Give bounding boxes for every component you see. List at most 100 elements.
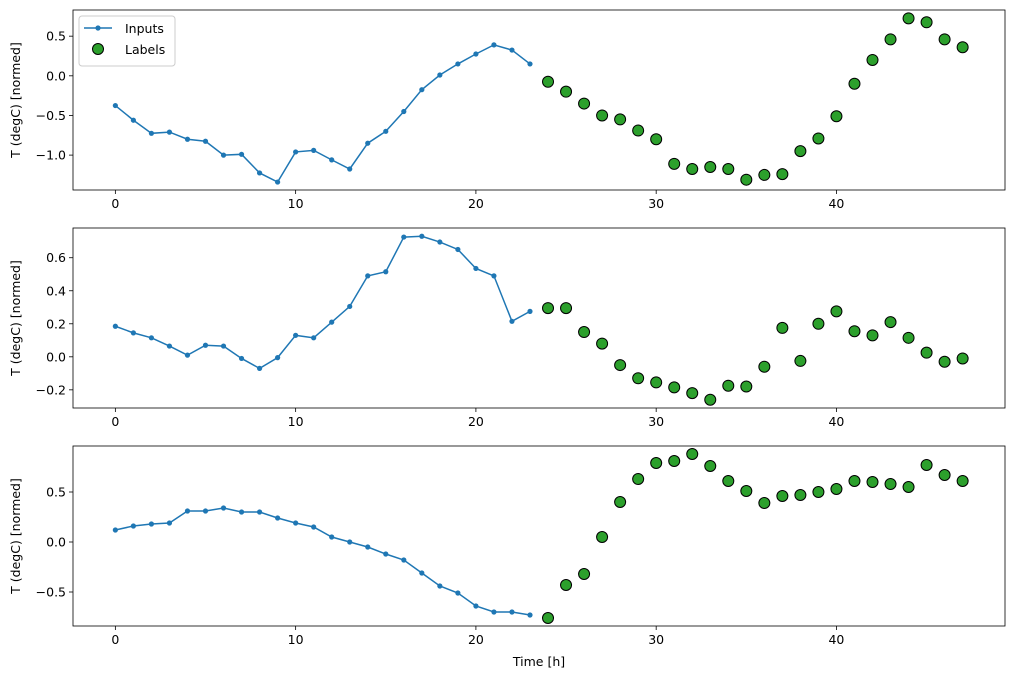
inputs-point [202,342,209,348]
x-tick-label: 0 [111,414,119,429]
x-tick-label: 40 [828,632,844,647]
labels-point [614,113,627,126]
y-tick-label: 0.0 [46,68,66,83]
inputs-point [527,308,533,314]
y-axis-label: T (degC) [normed] [8,42,23,159]
inputs-point [275,179,281,185]
labels-point [794,145,807,158]
labels-point [560,302,573,315]
inputs-point [148,521,155,527]
y-tick-label: 0.5 [46,29,66,44]
x-tick-label: 10 [288,196,304,211]
labels-point [794,489,807,501]
labels-point [920,459,933,471]
inputs-point [112,323,118,329]
inputs-point [184,508,191,514]
labels-point [866,329,879,342]
inputs-point [148,130,155,136]
inputs-point [437,239,443,245]
inputs-point [383,551,389,557]
labels-point [884,316,897,329]
inputs-point [419,233,425,239]
inputs-point [491,273,497,279]
labels-point [650,133,663,146]
labels-point [812,132,825,145]
labels-point [668,157,681,170]
inputs-point [293,520,299,526]
inputs-point [220,152,227,158]
inputs-point [419,87,425,93]
y-tick-label: 0.0 [46,535,66,550]
labels-point [812,317,825,330]
labels-point [956,475,969,487]
labels-point [722,162,735,175]
y-tick-label: −0.5 [36,108,66,123]
legend-inputs-label: Inputs [125,21,164,36]
inputs-point [166,520,173,526]
legend-inputs-marker [95,25,101,31]
inputs-point [166,343,173,349]
inputs-point [509,609,515,615]
labels-point [920,16,933,29]
labels-point [740,485,753,497]
labels-point [956,352,969,365]
axes-frame [72,445,1006,627]
x-tick-label: 30 [648,632,664,647]
labels-point [596,337,609,350]
legend-labels-marker [92,43,104,55]
inputs-point [220,505,227,511]
inputs-point [491,42,497,48]
labels-point [578,97,591,110]
inputs-point [311,524,317,530]
labels-point [938,355,951,368]
x-tick-label: 30 [648,196,664,211]
inputs-point [365,544,371,550]
inputs-point [293,149,299,155]
inputs-point [202,508,209,514]
axes-frame [72,9,1006,191]
labels-point [920,346,933,359]
y-tick-label: 0.4 [46,283,66,298]
labels-point [938,33,951,46]
x-tick-label: 10 [288,414,304,429]
inputs-point [509,318,515,324]
labels-point [776,321,789,334]
labels-point [794,354,807,367]
labels-point [596,109,609,122]
y-tick-label: 0.5 [46,485,66,500]
inputs-point [437,583,443,589]
inputs-point [275,355,281,361]
inputs-point [329,534,335,540]
labels-point [956,41,969,54]
labels-point [776,168,789,181]
labels-point [866,476,879,488]
labels-point [884,33,897,46]
inputs-point [365,140,371,146]
inputs-point [347,539,353,545]
inputs-point [437,72,443,78]
inputs-point [401,108,407,115]
x-tick-label: 10 [288,632,304,647]
labels-point [848,325,861,338]
y-tick-label: −1.0 [36,148,66,163]
subplot-2: 0 10 20 30 40 −0.2 0.0 0.2 0.4 0.6 T (degC) [norme… [8,227,1006,429]
x-tick-label: 0 [111,196,119,211]
inputs-point [527,61,533,67]
labels-point [704,460,717,472]
labels-point [902,481,915,493]
labels-point [848,475,861,487]
inputs-point [455,590,461,596]
inputs-line [114,44,531,184]
labels-point [830,305,843,318]
y-tick-label: 0.0 [46,349,66,364]
inputs-point [527,612,533,618]
inputs-point [112,102,118,109]
inputs-point [419,570,425,576]
labels-point [578,568,591,580]
labels-point [686,387,699,400]
inputs-point [275,515,281,521]
labels-point [758,497,771,509]
inputs-point [256,365,263,371]
labels-point [902,331,915,344]
